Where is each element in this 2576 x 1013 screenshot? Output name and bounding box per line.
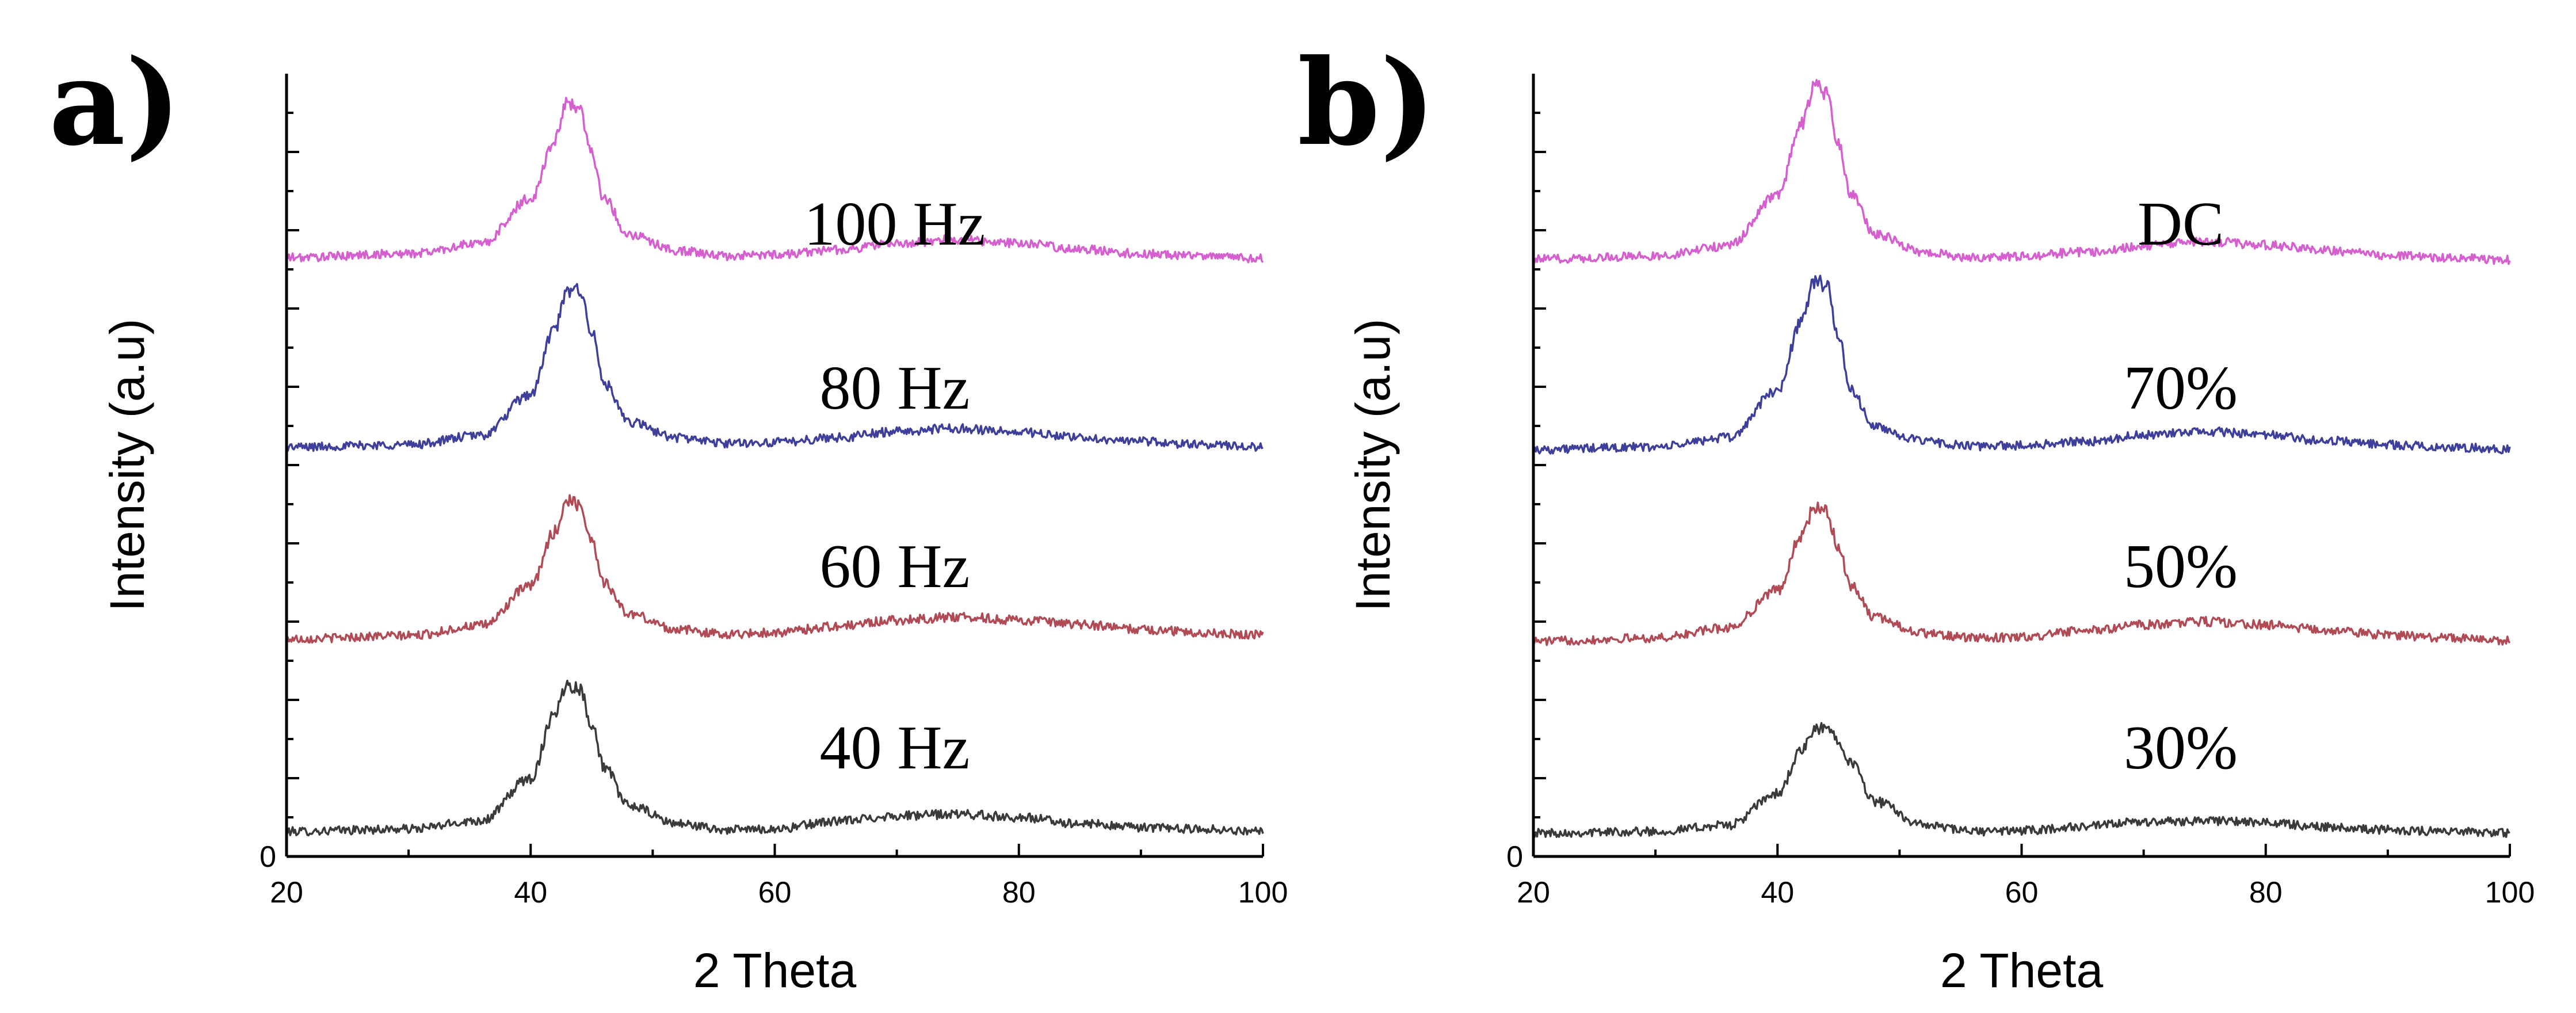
series-label: 30% <box>2124 714 2238 782</box>
x-tick-label: 60 <box>758 876 792 909</box>
series-trace-50 <box>1532 501 2511 646</box>
series-trace-30 <box>1533 722 2510 839</box>
series-trace-60hz <box>286 494 1264 644</box>
x-tick-label: 20 <box>270 876 303 909</box>
y-axis-title: Intensity (a.u) <box>100 319 154 612</box>
x-tick-label: 80 <box>1002 876 1036 909</box>
series-label: 40 Hz <box>820 714 970 782</box>
series-label: 60 Hz <box>820 532 970 601</box>
x-tick-label: 80 <box>2249 876 2283 909</box>
panel-letter: a) <box>49 34 181 172</box>
x-axis-title: 2 Theta <box>1940 943 2104 997</box>
series-label: 80 Hz <box>820 354 970 422</box>
panel-a: a) 40 Hz 60 Hz 80 Hz 100 Hz 20 40 60 80 100 0 2 The… <box>49 34 1288 997</box>
series-trace-70 <box>1532 275 2511 455</box>
y-axis-title: Intensity (a.u) <box>1346 319 1400 612</box>
series-label: DC <box>2138 190 2224 258</box>
series-label: 70% <box>2124 354 2238 422</box>
series-trace-100hz <box>285 97 1264 264</box>
x-tick-label: 100 <box>2485 876 2535 909</box>
y-tick-label: 0 <box>259 840 276 874</box>
series-trace-dc <box>1533 79 2511 265</box>
series-trace-80hz <box>285 283 1264 452</box>
panel-b: b) 30% 50% 70% DC 20 40 60 80 100 0 2 Theta Intensit… <box>1297 34 2535 997</box>
x-tick-label: 60 <box>2005 876 2039 909</box>
x-tick-label: 40 <box>514 876 547 909</box>
series-label: 50% <box>2124 532 2238 601</box>
panel-letter: b) <box>1297 34 1436 172</box>
series-label: 100 Hz <box>804 190 986 258</box>
x-tick-label: 40 <box>1761 876 1794 909</box>
y-tick-label: 0 <box>1506 840 1523 874</box>
x-tick-label: 20 <box>1517 876 1550 909</box>
series-trace-40hz <box>285 679 1264 837</box>
x-axis-title: 2 Theta <box>693 943 857 997</box>
x-tick-label: 100 <box>1238 876 1288 909</box>
